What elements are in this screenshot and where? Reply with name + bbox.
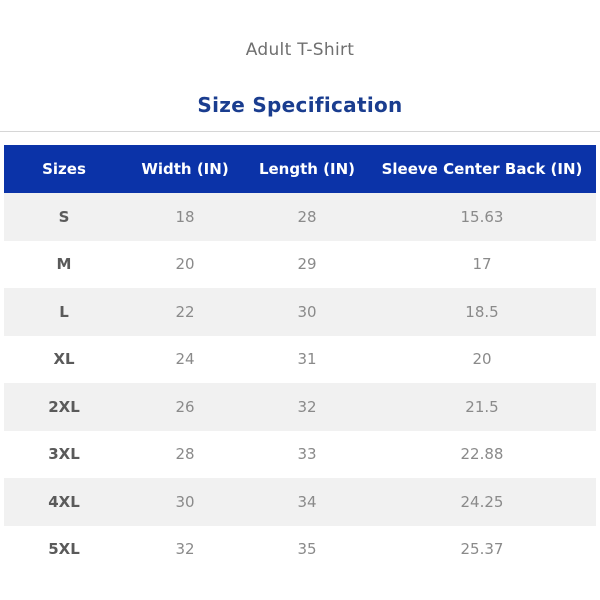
length-cell: 32 (297, 397, 317, 416)
table-row: XL 24 31 20 (4, 335, 596, 383)
table-row: 4XL 30 34 24.25 (4, 478, 596, 526)
header-sizes: Sizes (42, 160, 86, 178)
size-cell: 3XL (48, 445, 80, 464)
header-length: Length (IN) (258, 160, 356, 178)
width-cell: 22 (175, 302, 195, 321)
sleeve-cell: 20 (472, 350, 492, 369)
length-cell: 31 (297, 350, 317, 369)
size-cell: 4XL (48, 492, 80, 511)
sleeve-cell: 24.25 (460, 492, 504, 511)
length-cell: 33 (297, 445, 317, 464)
width-cell: 24 (175, 350, 195, 369)
size-cell: M (56, 255, 72, 274)
size-cell: L (59, 302, 69, 321)
table-row: 2XL 26 32 21.5 (4, 383, 596, 431)
title-divider (0, 131, 600, 132)
length-cell: 34 (297, 492, 317, 511)
sleeve-cell: 15.63 (460, 207, 504, 226)
sleeve-cell: 25.37 (460, 540, 504, 559)
width-cell: 30 (175, 492, 195, 511)
sleeve-cell: 21.5 (465, 397, 499, 416)
width-cell: 26 (175, 397, 195, 416)
width-cell: 20 (175, 255, 195, 274)
length-cell: 28 (297, 207, 317, 226)
table-row: S 18 28 15.63 (4, 193, 596, 241)
sleeve-cell: 18.5 (465, 302, 499, 321)
size-cell: 2XL (48, 397, 80, 416)
product-subtitle: Adult T-Shirt (245, 40, 355, 60)
length-cell: 29 (297, 255, 317, 274)
width-cell: 28 (175, 445, 195, 464)
length-cell: 30 (297, 302, 317, 321)
size-cell: XL (53, 350, 75, 369)
header-width: Width (IN) (141, 160, 229, 178)
page-title: Size Specification (197, 93, 403, 117)
size-cell: 5XL (48, 540, 80, 559)
table-header-row: Sizes Width (IN) Length (IN) Sleeve Cent… (4, 145, 596, 193)
width-cell: 32 (175, 540, 195, 559)
table-row: L 22 30 18.5 (4, 288, 596, 336)
width-cell: 18 (175, 207, 195, 226)
header-sleeve-center-back: Sleeve Center Back (IN) (381, 160, 583, 178)
table-row: 5XL 32 35 25.37 (4, 525, 596, 573)
sleeve-cell: 22.88 (460, 445, 504, 464)
size-table: Sizes Width (IN) Length (IN) Sleeve Cent… (4, 145, 596, 573)
sleeve-cell: 17 (472, 255, 492, 274)
table-row: M 20 29 17 (4, 240, 596, 288)
table-row: 3XL 28 33 22.88 (4, 430, 596, 478)
length-cell: 35 (297, 540, 317, 559)
size-cell: S (58, 207, 70, 226)
